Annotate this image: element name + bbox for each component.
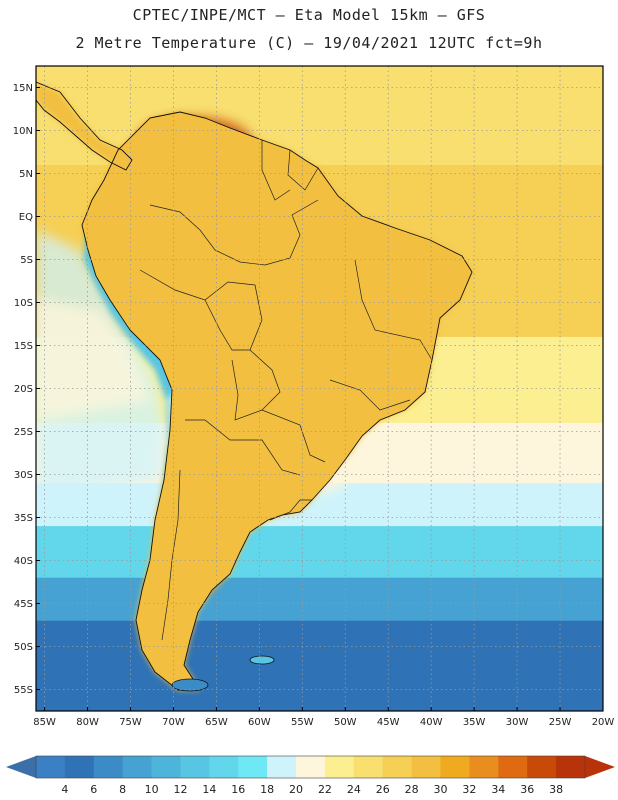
lon-tick-label: 55W [291,717,314,728]
colorbar-label: 12 [173,783,188,796]
tierra-del-fuego [171,678,209,692]
map-title-line2: 2 Metre Temperature (C) – 19/04/2021 12U… [75,34,543,52]
lat-tick-label: EQ [19,212,33,223]
colorbar-segment [527,756,557,778]
colorbar-label: 34 [491,783,506,796]
colorbar-segment [296,756,326,778]
caribbean-zone [36,66,603,114]
lon-tick-label: 65W [205,717,228,728]
colorbar-segment [556,756,586,778]
pacific-mild-zone [36,300,150,420]
colorbar-segment [353,756,384,778]
colorbar-segment [411,756,442,778]
lat-tick-label: 55S [14,685,33,696]
colorbar-label: 36 [520,783,535,796]
colorbar-segment [64,756,95,778]
lon-tick-label: 50W [334,717,357,728]
map-title-line1: CPTEC/INPE/MCT – Eta Model 15km – GFS [132,6,486,24]
colorbar-label: 20 [289,783,304,796]
lon-tick-label: 35W [463,717,486,728]
lat-tick-label: 10S [14,298,33,309]
colorbar-segment [267,756,297,778]
lon-tick-label: 25W [549,717,572,728]
colorbar-low-arrow [6,756,36,778]
colorbar-segment [93,756,124,778]
lon-tick-label: 70W [162,717,185,728]
lon-tick-label: 45W [377,717,400,728]
colorbar-segment [382,756,413,778]
colorbar-segment [36,756,66,778]
colorbar-label: 38 [549,783,564,796]
colorbar-segment [498,756,528,778]
lat-tick-label: 5N [19,169,33,180]
lon-tick-label: 85W [33,717,56,728]
lat-tick-label: 25S [14,427,33,438]
central-america-land [36,82,132,170]
ocean-band [36,620,603,711]
colorbar-label: 18 [260,783,275,796]
colorbar-label: 10 [144,783,159,796]
lon-tick-label: 30W [506,717,529,728]
lat-tick-label: 45S [14,599,33,610]
lat-tick-label: 15S [14,341,33,352]
lat-tick-label: 10N [13,126,33,137]
ocean-band [36,577,603,622]
ocean-band [36,526,603,579]
lon-tick-label: 40W [420,717,443,728]
lat-tick-label: 35S [14,513,33,524]
colorbar-label: 28 [404,783,419,796]
colorbar-label: 16 [231,783,246,796]
colorbar-segment [151,756,181,778]
lon-tick-label: 60W [248,717,271,728]
colorbar-label: 26 [375,783,390,796]
colorbar-label: 30 [433,783,448,796]
colorbar-label: 22 [317,783,332,796]
colorbar-segment [122,756,153,778]
latitude-axis: 15N 10N 5N EQ 5S 10S 15S 20S 25S 30S 35S 40S 45S 50S 5… [13,83,40,696]
country-borders [139,140,433,641]
colorbar-segment [209,756,239,778]
lat-tick-label: 15N [13,83,33,94]
colorbar-label: 6 [90,783,98,796]
lat-tick-label: 20S [14,384,33,395]
map-area [36,66,603,711]
lon-tick-label: 80W [76,717,99,728]
colorbar-segment [180,756,210,778]
colorbar-label: 8 [119,783,127,796]
malvinas-islands [249,655,275,665]
lat-tick-label: 50S [14,642,33,653]
lat-tick-label: 5S [20,255,33,266]
lon-tick-label: 20W [592,717,615,728]
colorbar-label: 24 [346,783,361,796]
colorbar-segment [440,756,470,778]
lon-tick-label: 75W [119,717,142,728]
colorbar-label: 32 [462,783,477,796]
longitude-axis: 85W 80W 75W 70W 65W 60W 55W 50W 45W 40W 35W 30W 25W 2… [33,707,614,728]
temperature-colorbar [6,755,615,779]
colorbar-label: 4 [61,783,69,796]
colorbar-segment [469,756,499,778]
lat-tick-label: 40S [14,556,33,567]
colorbar-label: 14 [202,783,217,796]
colorbar-segment [324,756,355,778]
colorbar-high-arrow [585,756,615,778]
colorbar-segment [238,756,268,778]
lat-tick-label: 30S [14,470,33,481]
